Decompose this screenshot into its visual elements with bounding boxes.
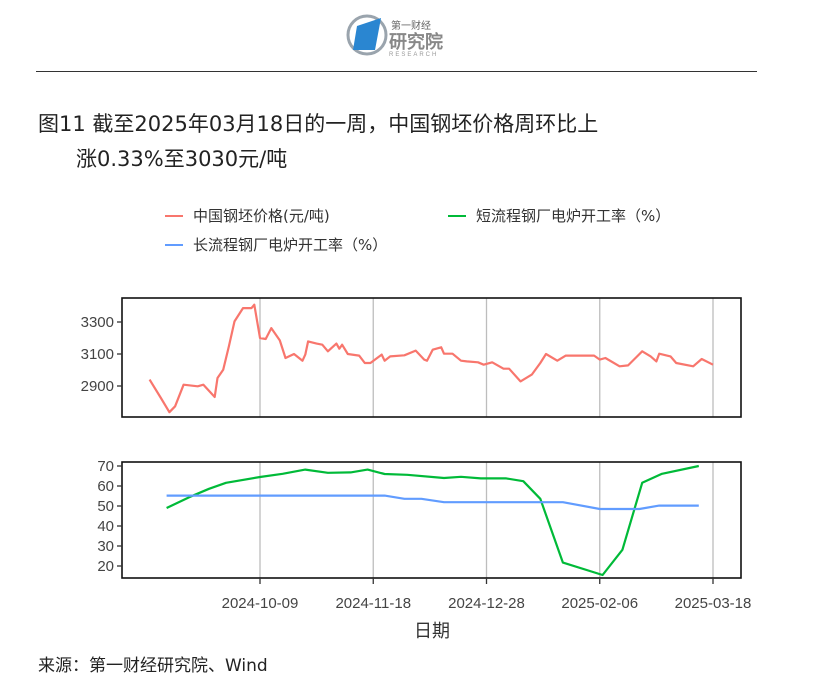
y-tick-label: 40 [97, 518, 114, 535]
legend-swatch [165, 214, 183, 217]
y-tick-label: 3300 [81, 314, 114, 331]
x-tick-label: 2024-12-28 [448, 595, 525, 612]
y-tick-label: 30 [97, 538, 114, 555]
y-tick-label: 60 [97, 478, 114, 495]
logo: 第一财经 研究院 RESEARCH [345, 12, 455, 58]
plot-frame [121, 461, 742, 579]
y-tick-label: 3100 [81, 346, 114, 363]
legend-swatch [448, 214, 466, 217]
y-tick-label: 50 [97, 498, 114, 515]
svg-text:RESEARCH: RESEARCH [389, 52, 438, 58]
source-note: 来源：第一财经研究院、Wind [38, 656, 268, 676]
legend-swatch [165, 243, 183, 246]
svg-text:研究院: 研究院 [389, 31, 443, 52]
y-tick-label: 2900 [81, 378, 114, 395]
figure-title-line2: 涨0.33%至3030元/吨 [76, 147, 288, 171]
y-tick-label: 20 [97, 558, 114, 575]
legend-item-short-process: 短流程钢厂电炉开工率（%） [448, 205, 670, 226]
header-divider [36, 71, 757, 72]
series-line [166, 494, 699, 511]
legend-label: 长流程钢厂电炉开工率（%） [193, 236, 388, 254]
legend-label: 中国钢坯价格(元/吨) [193, 207, 330, 225]
x-axis-label: 日期 [414, 621, 450, 641]
plot-frame [121, 297, 742, 418]
legend-item-long-process: 长流程钢厂电炉开工率（%） [165, 234, 387, 255]
svg-text:第一财经: 第一财经 [391, 19, 431, 32]
x-tick-label: 2025-03-18 [675, 595, 752, 612]
x-tick-label: 2024-11-18 [335, 595, 411, 612]
x-tick-label: 2024-10-09 [222, 595, 299, 612]
y-tick-label: 70 [97, 458, 114, 475]
x-tick-label: 2025-02-06 [561, 595, 638, 612]
series-line [148, 303, 714, 414]
legend-label: 短流程钢厂电炉开工率（%） [476, 207, 671, 225]
figure-title: 图11 截至2025年03月18日的一周，中国钢坯价格周环比上 [38, 112, 599, 136]
series-line [166, 464, 700, 577]
legend-item-price: 中国钢坯价格(元/吨) [165, 205, 330, 226]
